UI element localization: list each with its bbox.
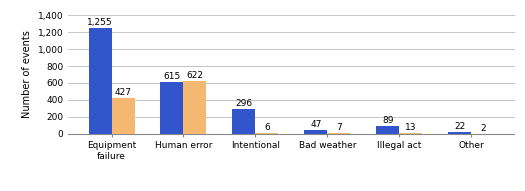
Y-axis label: Number of events: Number of events bbox=[22, 31, 32, 118]
Text: 47: 47 bbox=[310, 120, 321, 129]
Text: 1,255: 1,255 bbox=[87, 18, 113, 27]
Bar bbox=[304, 130, 328, 134]
Text: 427: 427 bbox=[114, 87, 132, 97]
Text: 13: 13 bbox=[405, 123, 416, 132]
Bar bbox=[255, 133, 278, 134]
Text: 296: 296 bbox=[235, 99, 253, 108]
Bar bbox=[448, 132, 471, 134]
Bar bbox=[183, 81, 206, 134]
Bar bbox=[328, 133, 350, 134]
Text: 6: 6 bbox=[264, 123, 270, 132]
Text: 89: 89 bbox=[382, 116, 394, 125]
Text: 7: 7 bbox=[336, 123, 342, 132]
Text: 2: 2 bbox=[480, 124, 486, 133]
Bar bbox=[161, 82, 183, 134]
Bar bbox=[400, 133, 422, 134]
Text: 622: 622 bbox=[186, 71, 204, 80]
Bar bbox=[89, 28, 111, 134]
Text: 22: 22 bbox=[454, 122, 465, 131]
Bar bbox=[233, 109, 255, 134]
Text: 615: 615 bbox=[163, 72, 181, 81]
Bar bbox=[111, 98, 134, 134]
Bar bbox=[376, 126, 400, 134]
